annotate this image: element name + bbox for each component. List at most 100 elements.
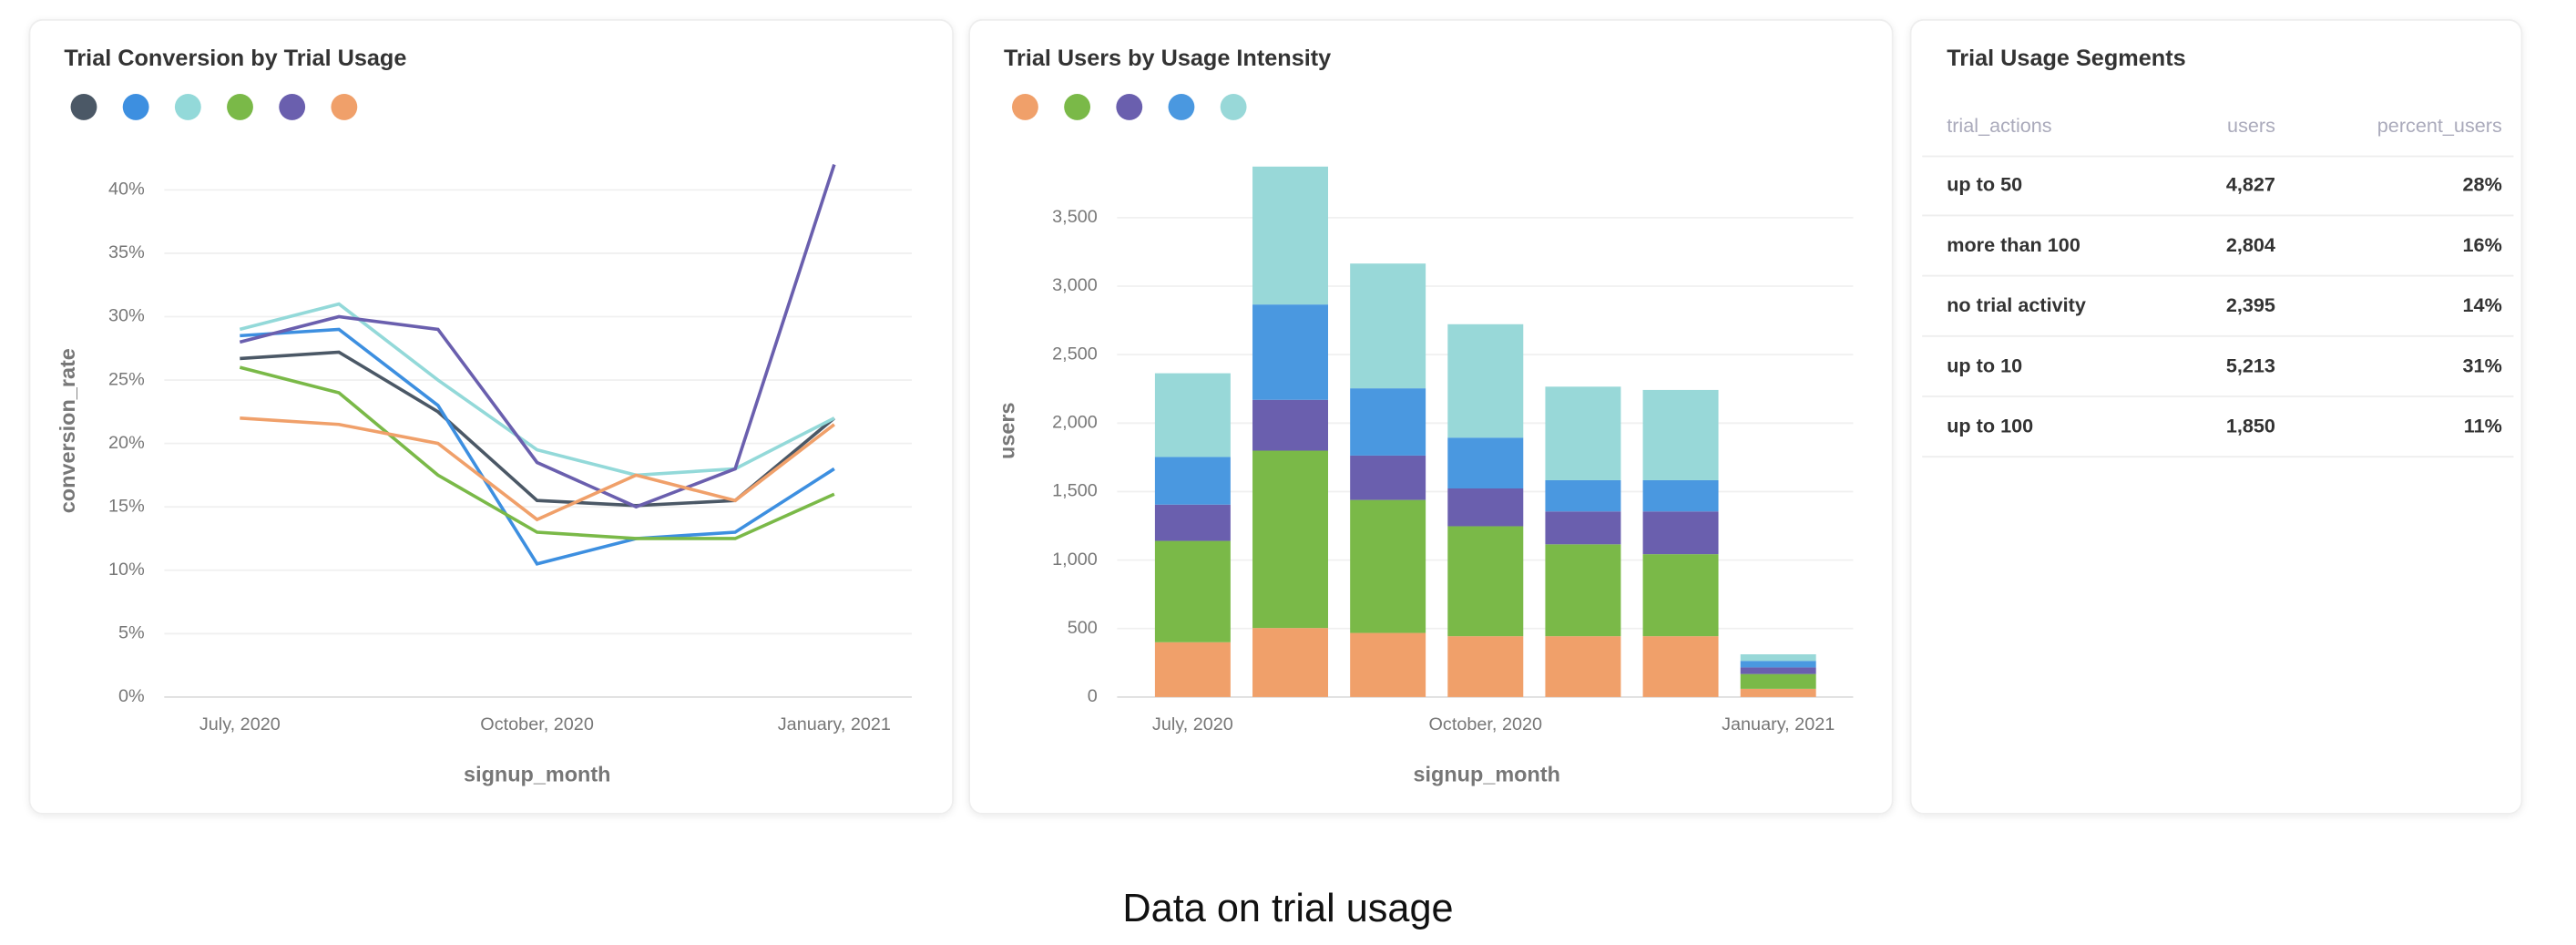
bar-segment bbox=[1642, 389, 1719, 480]
bar-segment bbox=[1350, 263, 1426, 389]
bar-segment bbox=[1740, 667, 1816, 674]
bar-segment bbox=[1154, 642, 1231, 697]
y-axis-title: conversion_rate bbox=[56, 348, 79, 513]
table-cell: 2,804 bbox=[2226, 233, 2275, 256]
x-tick-label: October, 2020 bbox=[1429, 714, 1543, 734]
bar-segment bbox=[1740, 673, 1816, 689]
bar-segment bbox=[1252, 304, 1329, 400]
legend-dot bbox=[279, 93, 306, 120]
bar-segment bbox=[1447, 526, 1524, 637]
column-header: users bbox=[2227, 114, 2275, 137]
y-tick-label: 2,500 bbox=[1052, 344, 1098, 364]
y-tick-label: 1,000 bbox=[1052, 550, 1098, 570]
line bbox=[240, 416, 835, 522]
bar-segment bbox=[1642, 636, 1719, 697]
bar-segment bbox=[1545, 386, 1621, 480]
bar-segment bbox=[1642, 511, 1719, 555]
y-tick-label: 0 bbox=[1088, 686, 1098, 706]
legend-dot bbox=[1168, 93, 1195, 120]
legend-dot bbox=[1064, 93, 1091, 120]
chart-title: Trial Conversion by Trial Usage bbox=[64, 46, 406, 71]
legend-dot bbox=[122, 93, 149, 120]
column-header: percent_users bbox=[2377, 114, 2502, 137]
column-header: trial_actions bbox=[1947, 114, 2052, 137]
line bbox=[239, 365, 835, 540]
bar-segment bbox=[1252, 628, 1329, 697]
y-tick-label: 5% bbox=[118, 623, 145, 643]
bar-segment bbox=[1545, 511, 1621, 545]
y-tick-label: 30% bbox=[108, 306, 145, 326]
table-cell: up to 10 bbox=[1947, 354, 2022, 376]
legend-dot bbox=[227, 93, 253, 120]
y-tick-label: 1,500 bbox=[1052, 481, 1098, 501]
bar-segment bbox=[1447, 324, 1524, 438]
bar-segment bbox=[1642, 479, 1719, 512]
bar-segment bbox=[1154, 373, 1231, 457]
y-tick-label: 20% bbox=[108, 433, 145, 453]
x-tick-label: January, 2021 bbox=[1722, 714, 1835, 734]
table-cell: up to 50 bbox=[1947, 173, 2022, 196]
x-axis-title: signup_month bbox=[1414, 763, 1560, 786]
bar-segment bbox=[1154, 457, 1231, 505]
table-title: Trial Usage Segments bbox=[1947, 46, 2185, 71]
table-cell: 4,827 bbox=[2226, 173, 2275, 196]
y-tick-label: 2,000 bbox=[1052, 413, 1098, 433]
bar-segment bbox=[1154, 504, 1231, 541]
legend-dot bbox=[1116, 93, 1143, 120]
table-cell: 2,395 bbox=[2226, 293, 2275, 316]
x-tick-label: July, 2020 bbox=[1152, 714, 1233, 734]
chart-title: Trial Users by Usage Intensity bbox=[1004, 46, 1331, 71]
legend-dot bbox=[1012, 93, 1038, 120]
table-cell: 11% bbox=[2464, 414, 2502, 437]
table-cell: more than 100 bbox=[1947, 233, 2080, 256]
bar-segment bbox=[1252, 450, 1329, 629]
bar-segment bbox=[1252, 166, 1329, 305]
bar-segment bbox=[1252, 399, 1329, 451]
bar-segment bbox=[1447, 636, 1524, 697]
bar-segment bbox=[1545, 479, 1621, 512]
bar-segment bbox=[1350, 388, 1426, 456]
table-cell: no trial activity bbox=[1947, 293, 2086, 316]
legend-dot bbox=[70, 93, 97, 120]
line bbox=[239, 163, 836, 509]
table-cell: 28% bbox=[2463, 173, 2502, 196]
x-tick-label: July, 2020 bbox=[199, 714, 281, 734]
bar-segment bbox=[1740, 654, 1816, 662]
legend-dot bbox=[1220, 93, 1247, 120]
table-cell: 14% bbox=[2463, 293, 2502, 316]
x-tick-label: October, 2020 bbox=[480, 714, 594, 734]
y-tick-label: 0% bbox=[118, 686, 145, 706]
x-tick-label: January, 2021 bbox=[778, 714, 891, 734]
table-cell: 5,213 bbox=[2226, 354, 2275, 376]
table-cell: 1,850 bbox=[2226, 414, 2275, 437]
bar-segment bbox=[1350, 632, 1426, 697]
bar-segment bbox=[1350, 455, 1426, 500]
y-tick-label: 15% bbox=[108, 496, 145, 516]
bar-segment bbox=[1545, 544, 1621, 637]
legend-dot bbox=[174, 93, 201, 120]
bar-segment bbox=[1740, 688, 1816, 697]
y-tick-label: 25% bbox=[108, 369, 145, 389]
table-cell: 16% bbox=[2463, 233, 2502, 256]
x-axis-title: signup_month bbox=[464, 763, 610, 786]
bar-segment bbox=[1545, 636, 1621, 697]
y-axis-title: users bbox=[996, 402, 1019, 459]
y-tick-label: 3,000 bbox=[1052, 275, 1098, 295]
bar-segment bbox=[1447, 437, 1524, 488]
bar-segment bbox=[1350, 499, 1426, 633]
bar-segment bbox=[1740, 661, 1816, 668]
card bbox=[1909, 18, 2523, 815]
y-tick-label: 500 bbox=[1068, 618, 1098, 638]
y-tick-label: 35% bbox=[108, 242, 145, 262]
table-cell: up to 100 bbox=[1947, 414, 2033, 437]
y-tick-label: 3,500 bbox=[1052, 207, 1098, 227]
y-tick-label: 10% bbox=[108, 560, 145, 580]
bar-segment bbox=[1642, 554, 1719, 637]
table-cell: 31% bbox=[2463, 354, 2502, 376]
line bbox=[240, 327, 835, 566]
caption: Data on trial usage bbox=[1122, 887, 1453, 930]
legend-dot bbox=[331, 93, 358, 120]
bar-segment bbox=[1154, 540, 1231, 642]
